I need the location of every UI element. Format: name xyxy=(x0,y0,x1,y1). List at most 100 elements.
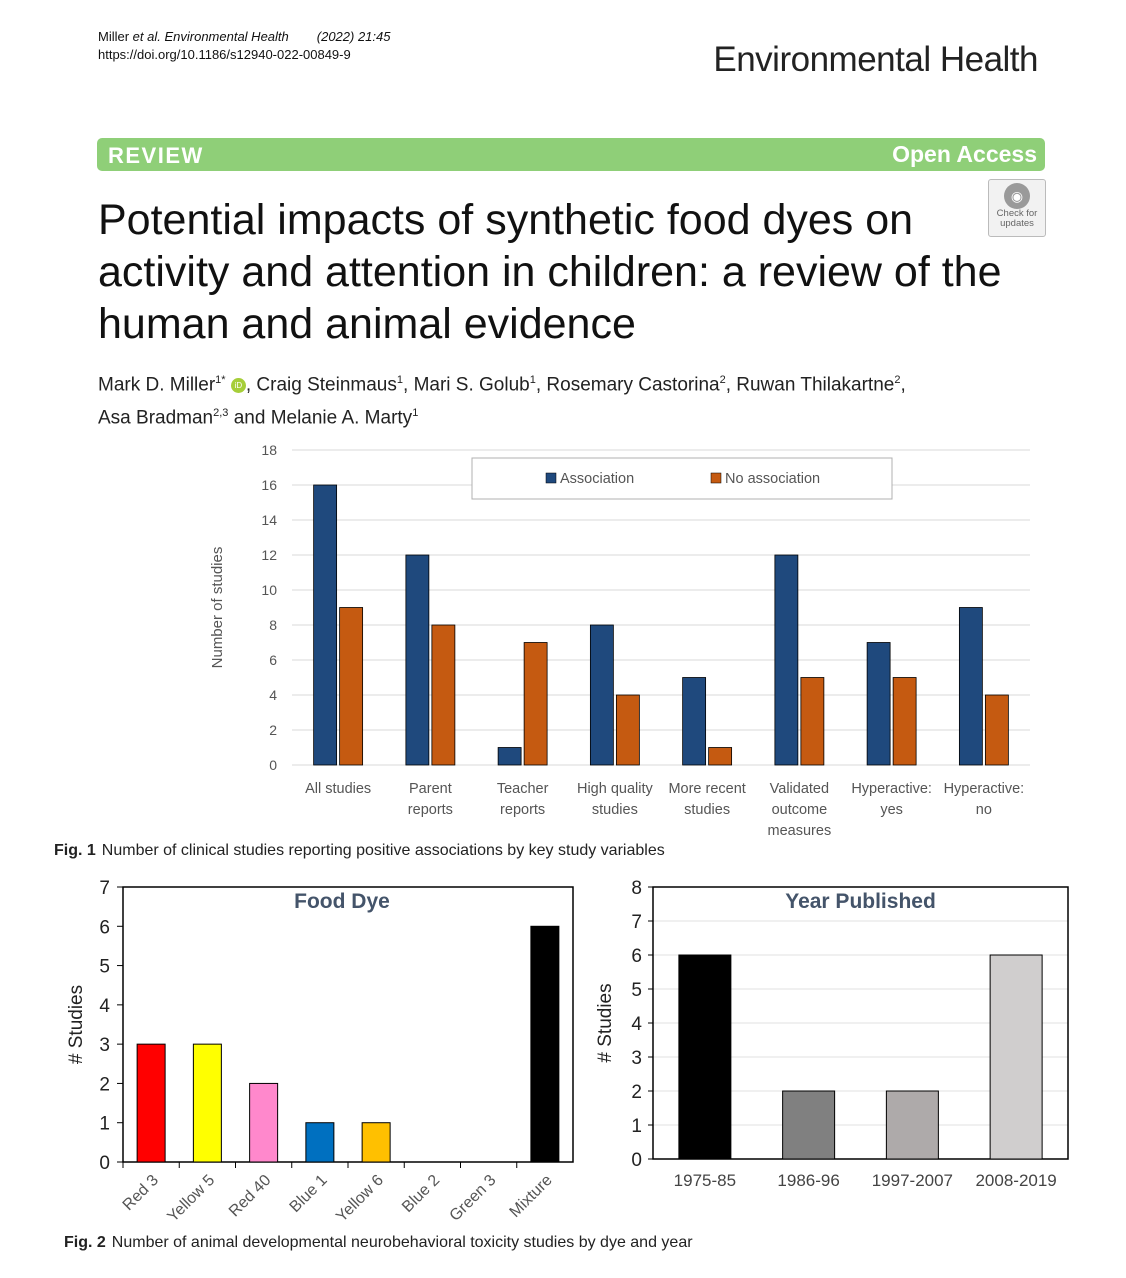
bar-association xyxy=(589,624,614,766)
author-name[interactable]: Melanie A. Marty xyxy=(270,407,413,429)
x-tick-label: Green 3 xyxy=(447,1172,500,1225)
bar-no-association xyxy=(431,624,456,766)
y-tick-label: 2 xyxy=(269,722,277,738)
x-tick-label: All studies xyxy=(305,781,371,797)
article-title: Potential impacts of synthetic food dyes… xyxy=(98,196,1002,348)
y-tick-label: 3 xyxy=(631,1048,642,1069)
y-tick-label: 6 xyxy=(269,652,277,668)
x-tick-label: 1975-85 xyxy=(674,1171,736,1190)
y-tick-label: 8 xyxy=(269,617,277,633)
bar-no-association xyxy=(892,677,917,766)
author-affiliation: 1 xyxy=(529,374,536,386)
x-tick-label: Blue 1 xyxy=(287,1172,331,1216)
doi-link[interactable]: https://doi.org/10.1186/s12940-022-00849… xyxy=(98,47,351,62)
bar-blue-1 xyxy=(305,1122,335,1163)
author-name[interactable]: Mark D. Miller xyxy=(98,374,216,396)
bookmark-icon: ◉ xyxy=(1004,183,1030,209)
plot-frame xyxy=(122,886,574,1163)
y-tick-label: 2 xyxy=(99,1074,110,1095)
x-tick-label: 1997-2007 xyxy=(872,1171,953,1190)
y-tick-label: 0 xyxy=(631,1150,642,1171)
bar-no-association xyxy=(339,607,364,766)
updates-line-1: Check for xyxy=(996,208,1038,219)
author-affiliation: 2,3 xyxy=(213,407,229,420)
check-for-updates-button[interactable]: ◉ Check for updates xyxy=(988,179,1046,237)
y-axis-label: Number of studies xyxy=(209,547,226,669)
y-tick-label: 16 xyxy=(261,477,277,493)
citation-journal: Environmental Health xyxy=(160,29,289,44)
legend-box xyxy=(471,457,893,500)
legend-swatch-association xyxy=(545,472,557,484)
y-tick-label: 18 xyxy=(261,442,277,458)
y-tick-label: 8 xyxy=(631,878,642,899)
x-tick-label: Mixture xyxy=(507,1172,556,1221)
citation-author: Miller xyxy=(98,29,133,44)
bar-association xyxy=(405,554,430,766)
y-tick-label: 3 xyxy=(99,1035,110,1056)
author-affiliation: 2 xyxy=(719,374,726,386)
y-tick-label: 0 xyxy=(99,1153,110,1174)
bar-association xyxy=(958,607,983,766)
x-tick-label: studies xyxy=(684,802,730,818)
y-tick-label: 1 xyxy=(99,1114,110,1135)
bar-yellow-5 xyxy=(192,1043,222,1163)
bar-association xyxy=(682,677,707,766)
y-tick-label: 12 xyxy=(261,547,277,563)
bar-1975-85 xyxy=(678,954,732,1160)
author-list: Mark D. Miller1* iD, Craig Steinmaus1, M… xyxy=(98,374,906,429)
y-tick-label: 14 xyxy=(261,512,277,528)
x-tick-label: reports xyxy=(500,802,545,818)
x-tick-label: Red 3 xyxy=(120,1172,162,1214)
bar-1986-96 xyxy=(782,1090,836,1160)
x-tick-label: Validated xyxy=(770,781,829,797)
figure-1-caption-text: Number of clinical studies reporting pos… xyxy=(101,842,665,859)
updates-line-2: updates xyxy=(1000,218,1034,229)
bar-red-40 xyxy=(249,1082,279,1163)
author-name[interactable]: Ruwan Thilakartne xyxy=(736,374,895,396)
citation-block: Miller et al. Environmental Health (2022)… xyxy=(98,28,391,64)
bar-red-3 xyxy=(136,1043,166,1163)
x-tick-label: studies xyxy=(592,802,638,818)
article-type-banner: REVIEW Open Access xyxy=(97,138,1045,171)
y-tick-label: 1 xyxy=(631,1116,642,1137)
bar-association xyxy=(774,554,799,766)
figure-1-label: Fig. 1 xyxy=(54,842,96,859)
legend-label-no-association: No association xyxy=(725,471,820,487)
bar-yellow-6 xyxy=(361,1122,391,1163)
bar-no-association xyxy=(523,642,548,766)
y-axis-label: # Studies xyxy=(66,985,87,1064)
y-tick-label: 10 xyxy=(261,582,277,598)
y-axis-label: # Studies xyxy=(595,983,616,1062)
author-name[interactable]: Craig Steinmaus xyxy=(256,374,397,396)
y-tick-label: 4 xyxy=(99,996,110,1017)
x-tick-label: Parent xyxy=(409,781,452,797)
x-tick-label: Yellow 6 xyxy=(333,1172,387,1226)
y-tick-label: 7 xyxy=(631,912,642,933)
bar-no-association xyxy=(615,694,640,766)
legend-label-association: Association xyxy=(560,471,634,487)
author-name[interactable]: Asa Bradman xyxy=(98,407,214,429)
y-tick-label: 0 xyxy=(269,757,277,773)
author-affiliation: 1* xyxy=(215,374,226,386)
figure-2-caption-text: Number of animal developmental neurobeha… xyxy=(111,1234,693,1251)
orcid-icon[interactable]: iD xyxy=(230,378,246,394)
author-name[interactable]: Mari S. Golub xyxy=(413,374,530,396)
y-tick-label: 4 xyxy=(631,1014,642,1035)
x-tick-label: measures xyxy=(768,823,832,839)
figure-2-label: Fig. 2 xyxy=(64,1234,106,1251)
y-tick-label: 6 xyxy=(99,917,110,938)
bar-association xyxy=(497,747,522,766)
author-name[interactable]: Rosemary Castorina xyxy=(546,374,720,396)
bar-2008-2019 xyxy=(989,954,1043,1160)
x-tick-label: High quality xyxy=(577,781,654,797)
bar-no-association xyxy=(984,694,1009,766)
bar-association xyxy=(313,484,338,766)
x-tick-label: reports xyxy=(408,802,453,818)
bar-1997-2007 xyxy=(885,1090,939,1160)
y-tick-label: 4 xyxy=(269,687,277,703)
y-tick-label: 7 xyxy=(99,878,110,899)
x-tick-label: Red 40 xyxy=(226,1172,275,1221)
open-access-label: Open Access xyxy=(892,141,1037,167)
legend-swatch-no-association xyxy=(710,472,722,484)
